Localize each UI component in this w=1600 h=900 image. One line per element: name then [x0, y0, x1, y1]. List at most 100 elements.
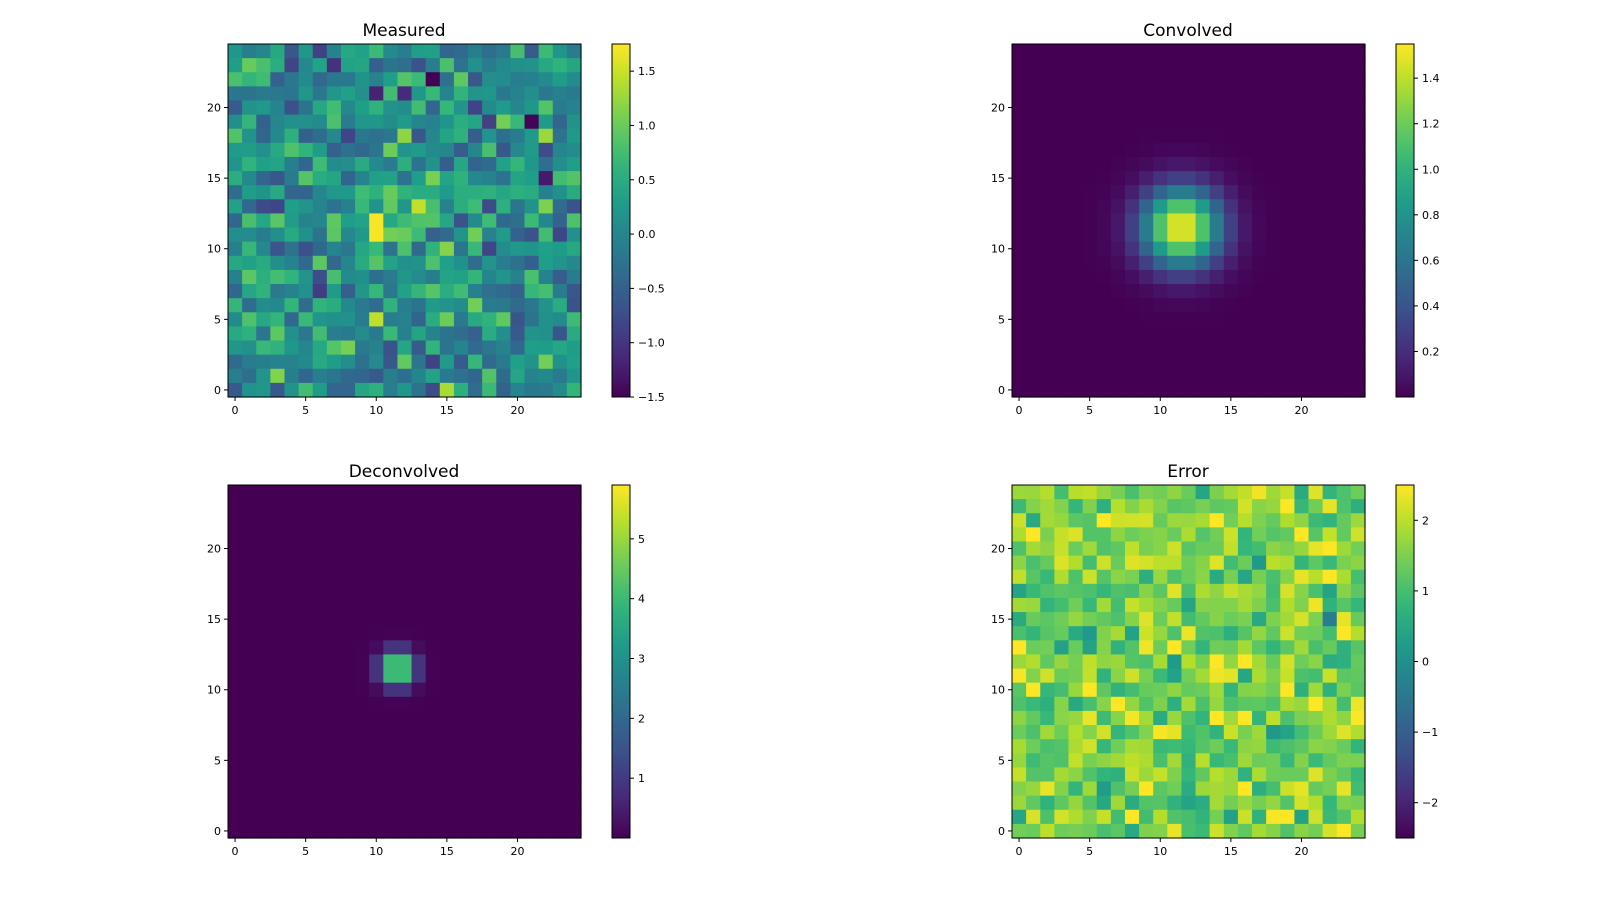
heatmap-cell	[355, 583, 370, 599]
heatmap-cell	[1252, 72, 1267, 87]
heatmap-cell	[326, 513, 342, 528]
heatmap-cell	[1153, 368, 1168, 384]
heatmap-cell	[1153, 199, 1168, 215]
heatmap-cell	[326, 795, 342, 811]
heatmap-cell	[1026, 269, 1041, 285]
heatmap-cell	[1139, 58, 1154, 73]
heatmap-cell	[284, 795, 300, 811]
colorbar-gradient-measured	[611, 43, 631, 398]
heatmap-cell	[369, 682, 384, 698]
heatmap-cell	[228, 368, 243, 384]
heatmap-cell	[355, 485, 370, 500]
heatmap-cell	[326, 725, 342, 740]
heatmap-cell	[411, 739, 427, 754]
heatmap-cell	[270, 668, 286, 684]
heatmap-cell	[1209, 241, 1225, 257]
heatmap-cell	[552, 823, 568, 839]
x-axis-deconvolved: 0 5 10 15 20	[232, 838, 524, 858]
heatmap-cell	[439, 241, 455, 257]
heatmap-cell	[1139, 682, 1154, 698]
heatmap-cell	[1082, 185, 1098, 200]
heatmap-cell	[369, 156, 384, 172]
heatmap-cell	[1096, 795, 1112, 811]
heatmap-cell	[355, 626, 370, 641]
heatmap-cell	[355, 312, 370, 327]
heatmap-cell	[1322, 171, 1338, 186]
colorbar-tick-label: 1	[638, 772, 645, 785]
heatmap-cell	[439, 340, 455, 356]
heatmap-cell	[1237, 499, 1253, 514]
heatmap-cell	[312, 795, 328, 811]
heatmap-cell	[538, 142, 554, 158]
heatmap-cell	[383, 499, 399, 514]
heatmap-cell	[1266, 823, 1281, 839]
x-tick-label: 15	[1224, 845, 1238, 858]
heatmap-cell	[284, 541, 300, 557]
heatmap-cell	[1266, 795, 1281, 811]
heatmap-cell	[1153, 326, 1168, 342]
heatmap-cell	[284, 100, 300, 116]
heatmap-cell	[256, 781, 271, 797]
heatmap-cell	[1096, 58, 1112, 73]
heatmap-cell	[510, 58, 526, 73]
heatmap-cell	[496, 213, 511, 229]
heatmap-cell	[369, 527, 384, 543]
heatmap-cell	[1054, 682, 1070, 698]
heatmap-cell	[298, 227, 314, 243]
heatmap-cell	[1054, 583, 1070, 599]
heatmap-cell	[369, 284, 384, 299]
heatmap-cell	[411, 499, 427, 514]
heatmap-cell	[482, 696, 497, 712]
heatmap-cell	[1308, 555, 1324, 571]
heatmap-cell	[1294, 171, 1310, 186]
heatmap-cell	[1350, 72, 1366, 87]
heatmap-cell	[326, 284, 342, 299]
heatmap-cell	[411, 114, 427, 130]
heatmap-cell	[1040, 710, 1055, 726]
heatmap-cell	[1181, 527, 1197, 543]
heatmap-cell	[439, 725, 455, 740]
heatmap-cell	[242, 100, 257, 116]
heatmap-cell	[256, 199, 271, 215]
heatmap-cell	[453, 781, 469, 797]
heatmap-cell	[425, 185, 441, 200]
heatmap-cell	[538, 156, 554, 172]
heatmap-cell	[1209, 626, 1225, 641]
heatmap-cell	[284, 213, 300, 229]
heatmap-cell	[1223, 612, 1239, 627]
heatmap-cell	[355, 58, 370, 73]
heatmap-cell	[1209, 368, 1225, 384]
heatmap-cell	[566, 753, 582, 768]
heatmap-cell	[1110, 142, 1126, 158]
heatmap-cell	[1026, 626, 1041, 641]
heatmap-cell	[1294, 354, 1310, 370]
colorbar-tick-label: 0.4	[1422, 300, 1440, 313]
heatmap-cell	[1153, 739, 1168, 754]
heatmap-cell	[1139, 156, 1154, 172]
heatmap-cell	[312, 72, 328, 87]
heatmap-cell	[1026, 326, 1041, 342]
heatmap-cell	[411, 185, 427, 200]
heatmap-cell	[538, 213, 554, 229]
heatmap-cell	[1209, 809, 1225, 825]
heatmap-cell	[1054, 284, 1070, 299]
heatmap-cell	[538, 255, 554, 271]
heatmap-cell	[482, 527, 497, 543]
heatmap-cell	[1012, 795, 1027, 811]
heatmap-cell	[524, 171, 540, 186]
heatmap-cell	[1068, 114, 1084, 130]
heatmap-cell	[1068, 185, 1084, 200]
heatmap-cell	[270, 142, 286, 158]
heatmap-cell	[1336, 86, 1352, 102]
heatmap-cell	[284, 284, 300, 299]
chart-title-measured: Measured	[362, 21, 445, 41]
heatmap-cell	[482, 340, 497, 356]
heatmap-cell	[326, 44, 342, 59]
heatmap-cell	[1294, 795, 1310, 811]
heatmap-cell	[439, 255, 455, 271]
heatmap-cell	[256, 312, 271, 327]
heatmap-cell	[482, 171, 497, 186]
heatmap-cell	[1082, 227, 1098, 243]
heatmap-cell	[242, 171, 257, 186]
heatmap-cell	[1209, 354, 1225, 370]
